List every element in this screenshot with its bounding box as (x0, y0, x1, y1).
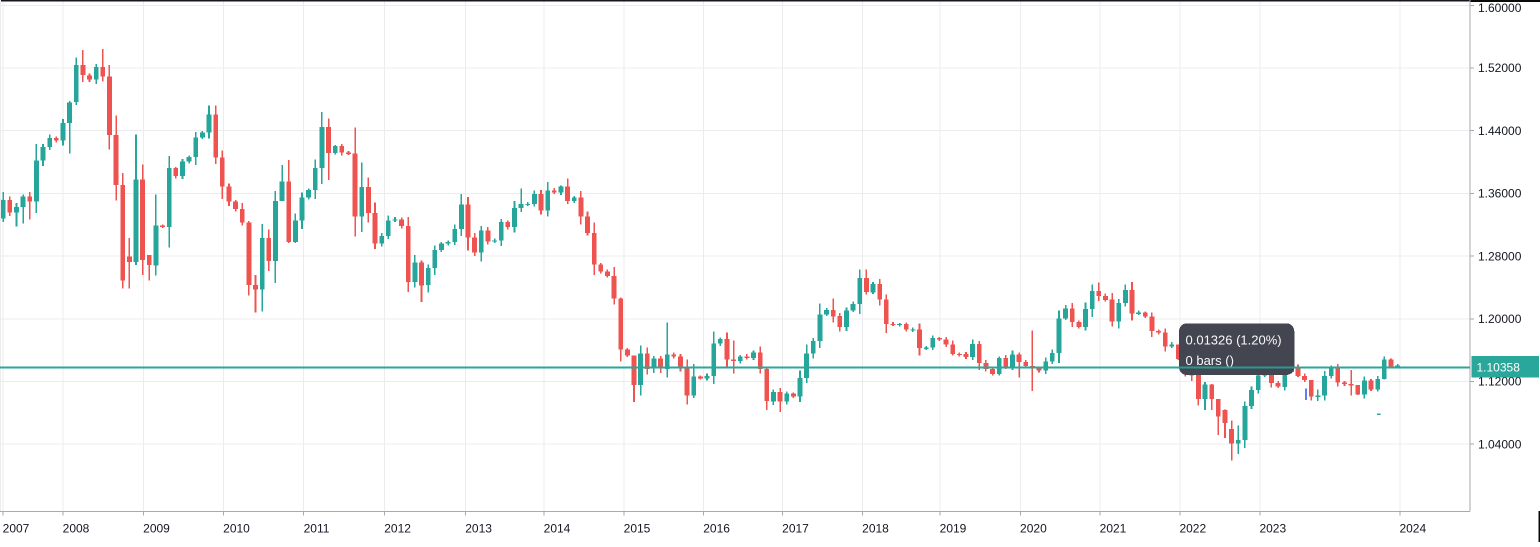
svg-text:1.44000: 1.44000 (1478, 124, 1522, 138)
svg-text:2012: 2012 (384, 522, 411, 536)
svg-text:2022: 2022 (1179, 522, 1206, 536)
svg-text:1.36000: 1.36000 (1478, 187, 1522, 201)
svg-text:2020: 2020 (1020, 522, 1047, 536)
svg-text:1.28000: 1.28000 (1478, 249, 1522, 263)
svg-text:2010: 2010 (223, 522, 250, 536)
svg-text:1.12000: 1.12000 (1478, 375, 1522, 389)
svg-text:2007: 2007 (3, 522, 30, 536)
svg-text:1.04000: 1.04000 (1478, 437, 1522, 451)
svg-text:2011: 2011 (304, 522, 330, 536)
svg-text:2014: 2014 (544, 522, 571, 536)
svg-text:0.01326 (1.20%): 0.01326 (1.20%) (1186, 333, 1282, 348)
svg-text:2017: 2017 (782, 522, 809, 536)
svg-text:2019: 2019 (940, 522, 967, 536)
svg-text:2016: 2016 (703, 522, 730, 536)
svg-text:2023: 2023 (1259, 522, 1286, 536)
svg-text:2024: 2024 (1399, 522, 1426, 536)
svg-text:2013: 2013 (465, 522, 492, 536)
svg-text:2021: 2021 (1100, 522, 1127, 536)
svg-text:2009: 2009 (143, 522, 170, 536)
svg-text:1.20000: 1.20000 (1478, 312, 1522, 326)
svg-text:2008: 2008 (63, 522, 90, 536)
svg-text:1.52000: 1.52000 (1478, 61, 1522, 75)
svg-text:1.10358: 1.10358 (1477, 361, 1521, 375)
svg-text:2015: 2015 (624, 522, 651, 536)
svg-text:1.60000: 1.60000 (1478, 1, 1522, 15)
svg-text:2018: 2018 (862, 522, 889, 536)
svg-text:0 bars (): 0 bars () (1186, 353, 1234, 368)
